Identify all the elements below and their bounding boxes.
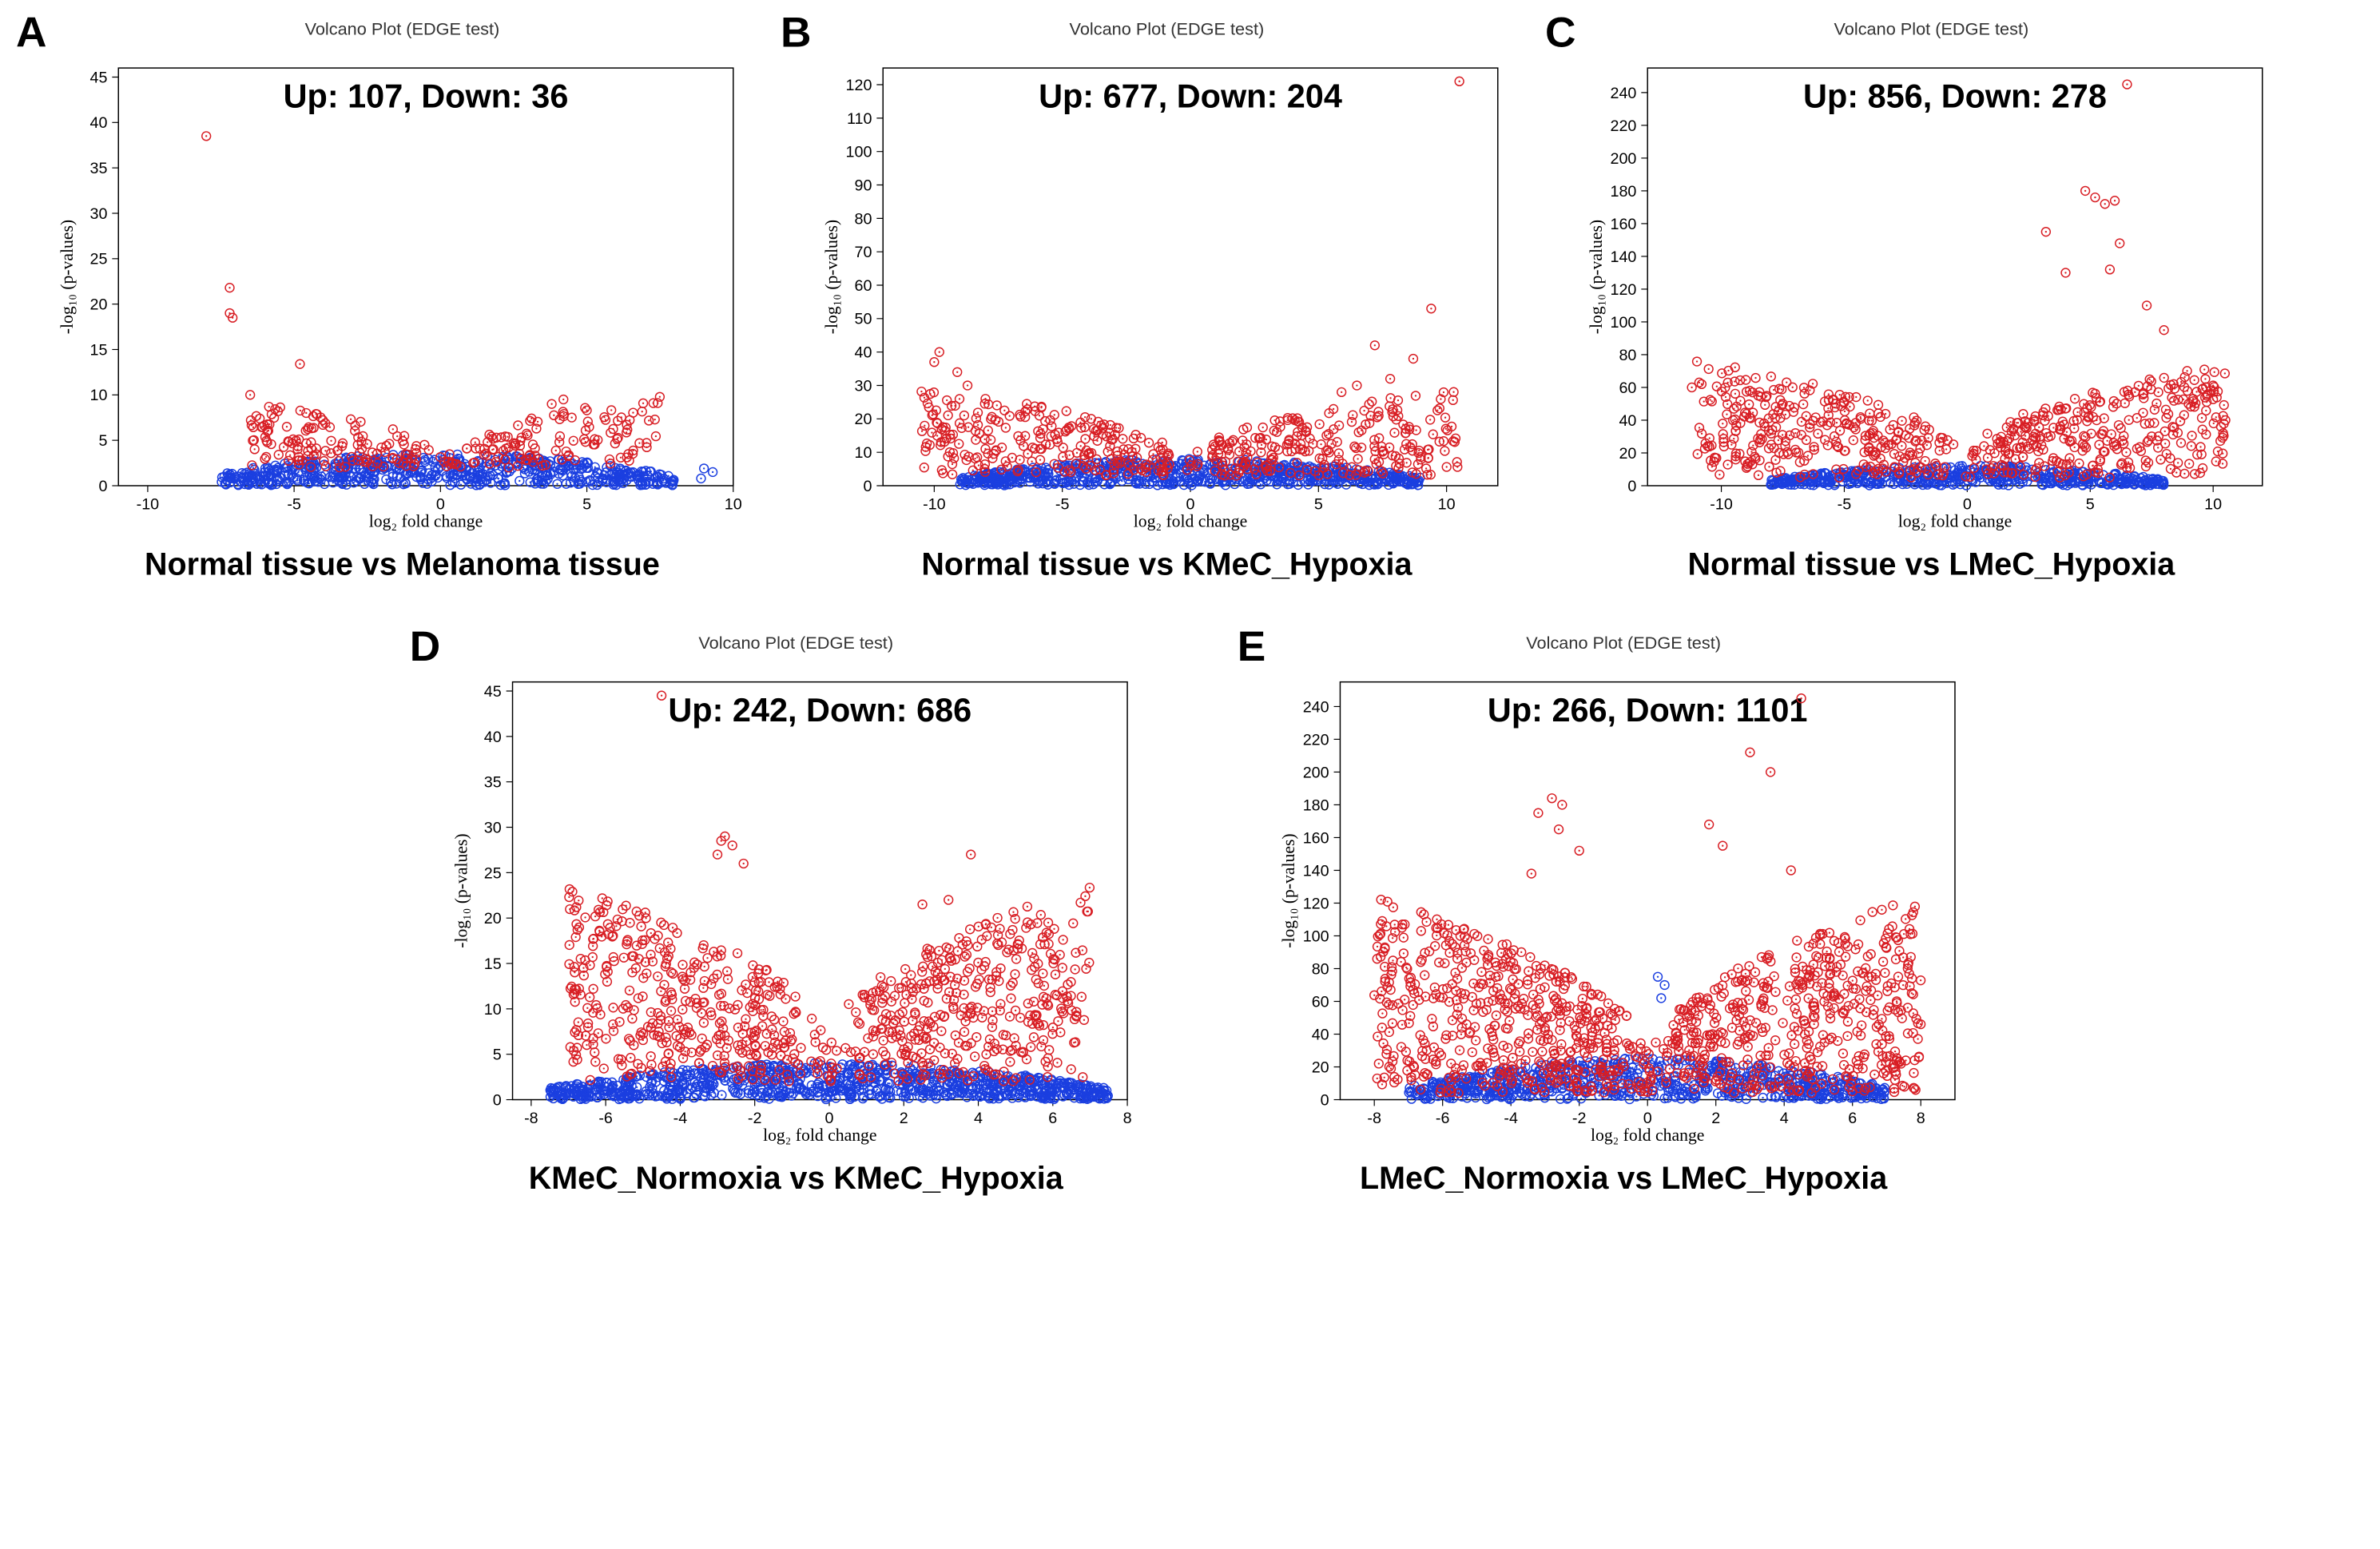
svg-text:-log₁₀ (p-values): -log₁₀ (p-values): [58, 220, 77, 334]
svg-text:35: 35: [90, 160, 108, 177]
panel-letter: B: [781, 8, 811, 57]
svg-text:45: 45: [90, 69, 108, 86]
panel-C: CVolcano Plot (EDGE test)-10-50510020406…: [1545, 16, 2279, 582]
svg-text:log₂ fold change: log₂ fold change: [1898, 511, 2012, 530]
panel-letter: D: [410, 622, 440, 671]
svg-text:-log₁₀ (p-values): -log₁₀ (p-values): [822, 220, 841, 334]
panel-B: BVolcano Plot (EDGE test)-10-50510010203…: [781, 16, 1514, 582]
panel-caption: KMeC_Normoxia vs KMeC_Hypoxia: [449, 1161, 1142, 1196]
svg-text:0: 0: [1963, 496, 1972, 514]
svg-text:0: 0: [863, 478, 872, 495]
svg-text:120: 120: [1610, 281, 1636, 299]
panel-A: AVolcano Plot (EDGE test)-10-50510051015…: [16, 16, 749, 582]
svg-text:60: 60: [854, 277, 872, 295]
svg-text:180: 180: [1610, 183, 1636, 201]
svg-text:25: 25: [90, 251, 108, 268]
svg-text:5: 5: [98, 432, 107, 450]
svg-text:10: 10: [854, 444, 872, 462]
svg-text:40: 40: [90, 114, 108, 132]
panel-D: DVolcano Plot (EDGE test)-8-6-4-20246805…: [410, 630, 1143, 1197]
svg-text:100: 100: [846, 144, 872, 161]
svg-text:-10: -10: [1710, 496, 1733, 514]
volcano-plot-E: -8-6-4-202468020406080100120140160180200…: [1277, 658, 1970, 1147]
svg-text:20: 20: [1619, 445, 1636, 463]
volcano-plot-D: -8-6-4-202468051015202530354045log₂ fold…: [449, 658, 1142, 1147]
svg-text:30: 30: [90, 205, 108, 223]
svg-text:0: 0: [436, 496, 445, 514]
svg-text:-5: -5: [1838, 496, 1852, 514]
svg-text:160: 160: [1610, 216, 1636, 233]
panel-letter: C: [1545, 8, 1575, 57]
svg-text:200: 200: [1610, 150, 1636, 168]
svg-text:-10: -10: [137, 496, 160, 514]
svg-text:log₂ fold change: log₂ fold change: [1134, 511, 1247, 530]
svg-text:10: 10: [2204, 496, 2222, 514]
svg-text:10: 10: [90, 387, 108, 404]
chart-title: Volcano Plot (EDGE test): [55, 19, 749, 40]
svg-text:20: 20: [854, 411, 872, 428]
svg-text:10: 10: [725, 496, 742, 514]
count-label: Up: 677, Down: 204: [1039, 77, 1342, 114]
panel-caption: LMeC_Normoxia vs LMeC_Hypoxia: [1277, 1161, 1970, 1196]
chart-title: Volcano Plot (EDGE test): [1277, 633, 1970, 653]
svg-text:140: 140: [1610, 248, 1636, 266]
panel-letter: E: [1238, 622, 1266, 671]
count-label: Up: 107, Down: 36: [284, 77, 569, 114]
svg-text:100: 100: [1610, 314, 1636, 332]
svg-text:-5: -5: [287, 496, 301, 514]
svg-text:10: 10: [1438, 496, 1456, 514]
svg-text:40: 40: [1619, 412, 1636, 430]
panel-caption: Normal tissue vs Melanoma tissue: [55, 547, 749, 582]
count-label: Up: 242, Down: 686: [668, 691, 971, 729]
svg-text:80: 80: [854, 210, 872, 228]
svg-text:70: 70: [854, 244, 872, 261]
svg-text:120: 120: [846, 77, 872, 94]
chart-title: Volcano Plot (EDGE test): [449, 633, 1142, 653]
svg-text:220: 220: [1610, 117, 1636, 135]
volcano-plot-C: -10-505100204060801001201401601802002202…: [1584, 45, 2278, 534]
svg-text:-log₁₀ (p-values): -log₁₀ (p-values): [1587, 220, 1606, 334]
volcano-plot-B: -10-505100102030405060708090100110120log…: [820, 45, 1513, 534]
chart-title: Volcano Plot (EDGE test): [820, 19, 1513, 40]
panel-caption: Normal tissue vs LMeC_Hypoxia: [1584, 547, 2278, 582]
svg-text:240: 240: [1610, 85, 1636, 102]
svg-text:110: 110: [847, 110, 872, 128]
svg-text:0: 0: [1186, 496, 1195, 514]
svg-text:90: 90: [854, 177, 872, 194]
count-label: Up: 856, Down: 278: [1803, 77, 2107, 114]
svg-text:5: 5: [1314, 496, 1323, 514]
svg-text:-10: -10: [923, 496, 946, 514]
svg-text:30: 30: [854, 377, 872, 395]
svg-text:5: 5: [582, 496, 591, 514]
svg-text:15: 15: [90, 341, 108, 359]
panel-E: EVolcano Plot (EDGE test)-8-6-4-20246802…: [1238, 630, 1971, 1197]
svg-text:50: 50: [854, 311, 872, 328]
chart-title: Volcano Plot (EDGE test): [1584, 19, 2278, 40]
panel-caption: Normal tissue vs KMeC_Hypoxia: [820, 547, 1513, 582]
svg-text:20: 20: [90, 296, 108, 314]
svg-text:-5: -5: [1055, 496, 1070, 514]
volcano-plot-A: -10 -5 0 5 10 0 5 10 15 20 25 30 35 40 45 log₂ fold cha…: [55, 45, 749, 534]
svg-text:40: 40: [854, 344, 872, 362]
count-label: Up: 266, Down: 1101: [1487, 691, 1807, 729]
svg-text:0: 0: [98, 478, 107, 495]
svg-text:5: 5: [2086, 496, 2095, 514]
svg-text:60: 60: [1619, 379, 1636, 397]
svg-text:0: 0: [1627, 478, 1636, 495]
panel-letter: A: [16, 8, 46, 57]
svg-text:80: 80: [1619, 347, 1636, 364]
svg-text:log₂ fold change: log₂ fold change: [369, 511, 483, 530]
